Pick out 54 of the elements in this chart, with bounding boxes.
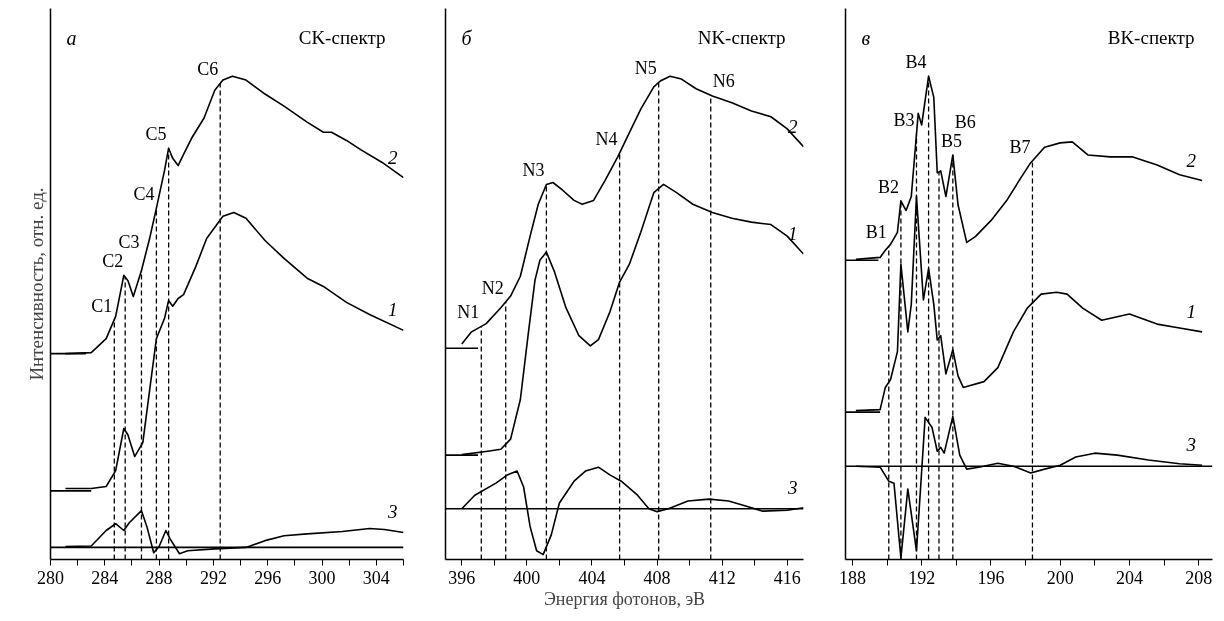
series-label: 2 xyxy=(1186,149,1197,171)
x-tick-label: 400 xyxy=(513,567,541,588)
ref-line-label: C1 xyxy=(91,295,113,316)
ref-line-label: N5 xyxy=(634,58,657,79)
ref-line-label: C5 xyxy=(145,124,167,145)
chart-title: BK-спектр xyxy=(1107,26,1195,48)
x-tick-label: 296 xyxy=(254,567,282,588)
x-tick-label: 304 xyxy=(362,567,390,588)
x-tick-label: 196 xyxy=(977,567,1005,588)
x-tick-label: 204 xyxy=(1115,567,1143,588)
x-tick-label: 280 xyxy=(37,567,64,588)
x-axis-title: Энергия фотонов, эВ xyxy=(543,588,706,609)
x-tick-label: 408 xyxy=(643,567,671,588)
text: б xyxy=(461,26,473,49)
series-label: 2 xyxy=(388,146,398,168)
ref-line-label: N1 xyxy=(457,302,480,323)
ref-line-label: B6 xyxy=(954,112,976,133)
x-tick-label: 404 xyxy=(578,567,606,588)
x-tick-label: 416 xyxy=(773,567,801,588)
ref-line-label: C3 xyxy=(118,232,140,253)
y-axis-title: Интенсивность, отн. ед. xyxy=(25,187,47,381)
ref-line-label: B1 xyxy=(865,222,887,243)
series-label: 1 xyxy=(388,299,398,321)
ref-line-label: C6 xyxy=(197,59,219,80)
ref-line-label: B4 xyxy=(905,52,927,73)
series-label: 3 xyxy=(387,501,398,523)
ref-line-label: N3 xyxy=(522,160,545,181)
chart-title: NK-спектр xyxy=(697,26,786,48)
x-tick-label: 396 xyxy=(448,567,476,588)
x-tick-label: 200 xyxy=(1046,567,1074,588)
ref-line-label: B5 xyxy=(940,131,962,152)
series-label: 3 xyxy=(1185,434,1197,456)
ref-line-label: B3 xyxy=(893,110,915,131)
series-label: 1 xyxy=(788,223,798,245)
ref-line-label: N2 xyxy=(481,277,504,298)
x-tick-label: 300 xyxy=(308,567,336,588)
series-label: 3 xyxy=(787,476,798,498)
text: а xyxy=(66,26,77,49)
ref-line-label: C2 xyxy=(102,251,124,272)
ref-line-label: N4 xyxy=(595,129,618,150)
ref-line-label: B2 xyxy=(877,176,899,197)
x-tick-label: 192 xyxy=(908,567,936,588)
ref-line-label: N6 xyxy=(712,71,735,92)
ref-line-label: B7 xyxy=(1009,136,1031,157)
chart-title: CK-спектр xyxy=(298,26,386,48)
ref-line-label: C4 xyxy=(133,184,155,205)
x-tick-label: 284 xyxy=(91,567,119,588)
text: в xyxy=(861,26,871,49)
x-tick-label: 208 xyxy=(1185,567,1213,588)
x-tick-label: 288 xyxy=(145,567,173,588)
series-label: 1 xyxy=(1186,300,1197,322)
x-tick-label: 412 xyxy=(708,567,736,588)
x-tick-label: 188 xyxy=(838,567,866,588)
x-tick-label: 292 xyxy=(199,567,227,588)
